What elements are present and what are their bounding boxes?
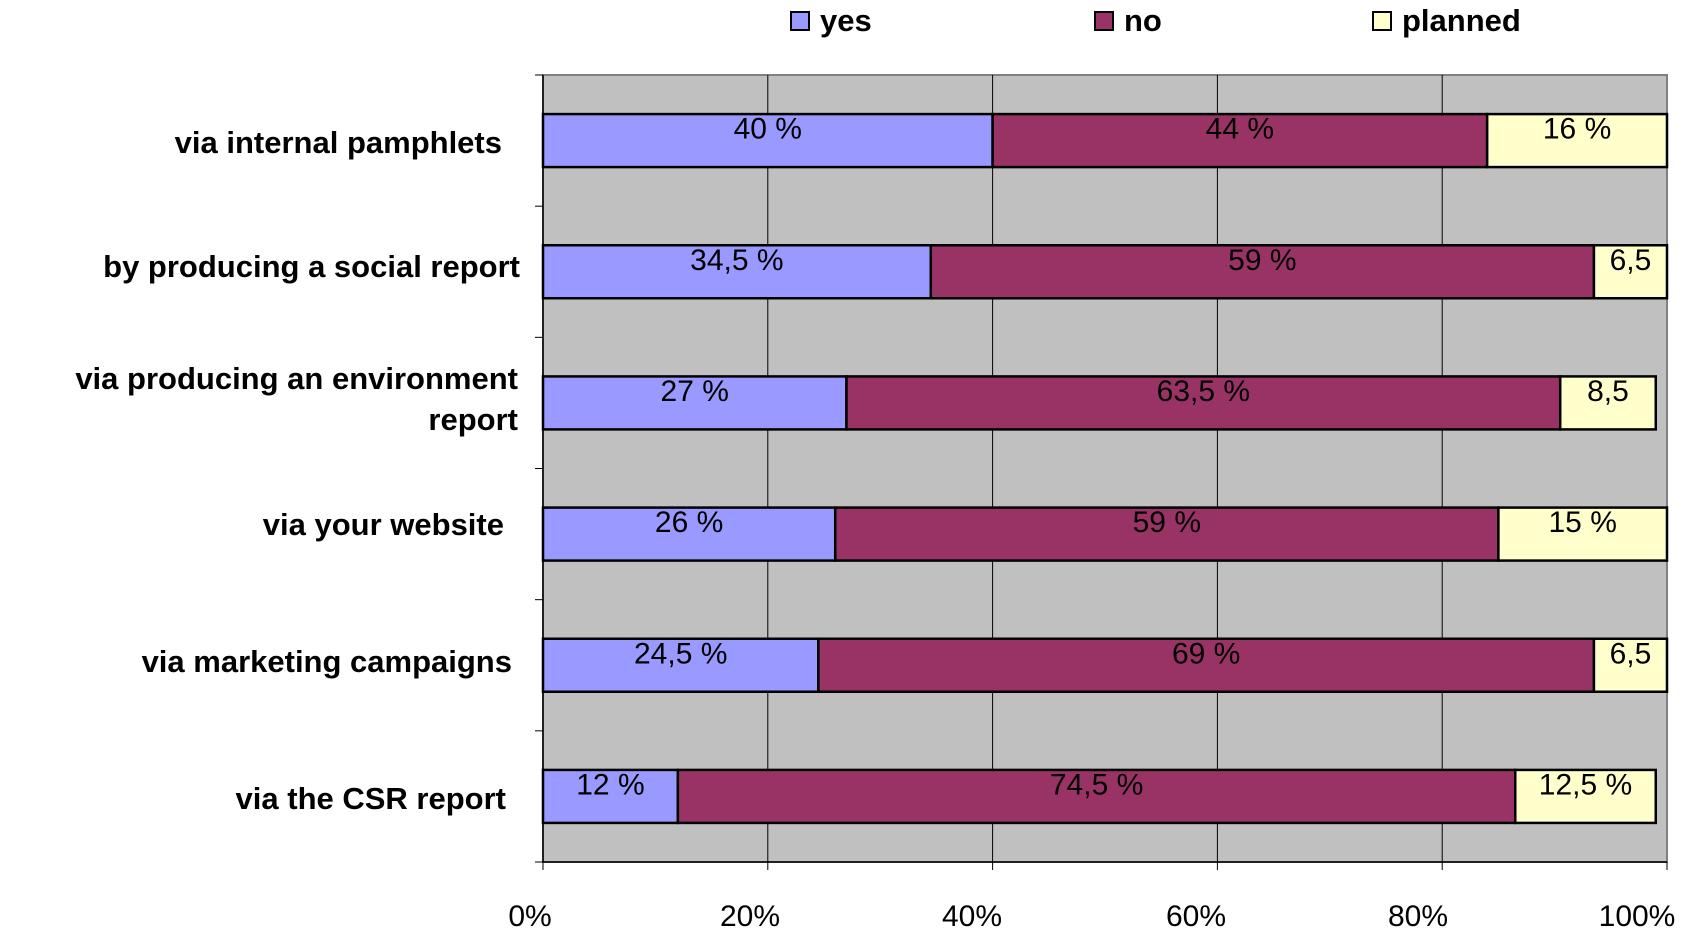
category-label: via marketing campaigns <box>141 644 512 679</box>
data-label: 40 % <box>734 113 802 146</box>
legend-item-yes: yes <box>790 3 872 38</box>
bar-segment-no <box>929 244 1596 300</box>
data-label: 12,5 % <box>1539 768 1632 801</box>
data-label: 26 % <box>655 506 723 539</box>
legend-item-planned: planned <box>1372 3 1521 38</box>
bar-segment-yes <box>541 112 994 169</box>
x-tick-label: 20% <box>719 900 781 933</box>
data-label: 6,5 <box>1610 637 1652 670</box>
bar-segment-planned <box>1592 637 1669 693</box>
data-label: 74,5 % <box>1050 768 1143 801</box>
data-label: 34,5 % <box>690 244 783 277</box>
data-label: 6,5 <box>1610 244 1652 277</box>
data-label: 59 % <box>1133 506 1201 539</box>
data-label: 59 % <box>1228 244 1296 277</box>
category-label: by producing a social report <box>103 249 520 284</box>
legend-label-planned: planned <box>1402 3 1521 38</box>
legend-swatch-yes <box>790 11 810 31</box>
data-label: 8,5 <box>1587 375 1629 408</box>
plot-background <box>542 74 1668 863</box>
x-tick-label: 40% <box>941 900 1003 933</box>
x-tick-label: 0% <box>508 900 552 933</box>
data-label: 27 % <box>661 375 729 408</box>
x-tick-label: 100% <box>1598 900 1676 933</box>
legend-swatch-no <box>1094 11 1114 31</box>
category-label: via your website <box>262 507 504 542</box>
legend-swatch-planned <box>1372 11 1392 31</box>
bar-segment-no <box>991 112 1489 169</box>
bar-segment-no <box>817 637 1596 693</box>
bar-segment-planned <box>1558 375 1658 431</box>
data-label: 16 % <box>1543 113 1611 146</box>
bar-segment-yes <box>541 768 680 825</box>
data-label: 63,5 % <box>1157 375 1250 408</box>
x-tick-label: 60% <box>1165 900 1227 933</box>
data-label: 24,5 % <box>634 637 727 670</box>
x-tick-label: 80% <box>1387 900 1449 933</box>
data-label: 44 % <box>1206 113 1274 146</box>
data-label: 12 % <box>576 768 644 801</box>
data-label: 69 % <box>1172 637 1240 670</box>
data-label: 15 % <box>1549 506 1617 539</box>
bar-segment-no <box>833 506 1500 562</box>
bar-segment-planned <box>1592 244 1669 300</box>
bar-segment-planned <box>1514 768 1658 825</box>
bar-segment-planned <box>1497 506 1669 562</box>
category-label: via producing an environment report <box>75 361 518 437</box>
category-label: via the CSR report <box>235 781 506 816</box>
bar-segment-planned <box>1485 112 1669 169</box>
legend-label-yes: yes <box>820 3 872 38</box>
category-label: via internal pamphlets <box>174 125 502 160</box>
bar-segment-no <box>676 768 1517 825</box>
legend-label-no: no <box>1124 3 1162 38</box>
legend-item-no: no <box>1094 3 1162 38</box>
